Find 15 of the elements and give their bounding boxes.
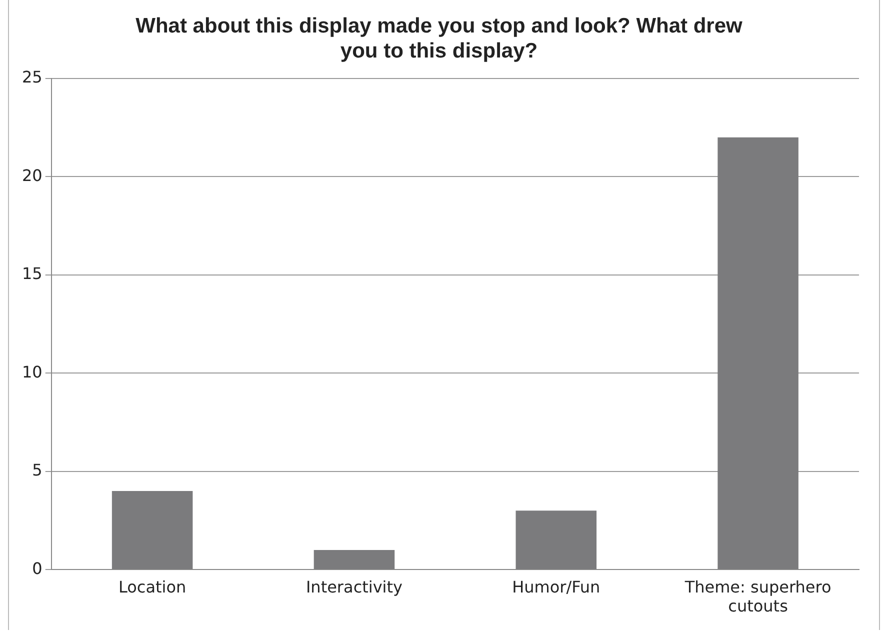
y-tick-label: 5 [32,460,42,480]
y-tick-label: 15 [22,264,42,284]
y-tick-label: 20 [22,166,42,185]
y-tick-label: 25 [22,68,42,87]
bar [516,510,597,570]
bar [314,550,395,570]
x-tick-label: Theme: superhero cutouts [684,577,832,616]
x-tick-label: Interactivity [306,577,402,596]
x-tick-label: Location [118,577,186,596]
chart-title: What about this display made you stop and look? What drew you to this display? [136,14,744,63]
y-tick-label: 10 [22,362,42,382]
y-tick-label: 0 [32,558,42,578]
bar [112,491,193,570]
x-tick-label: Humor/Fun [512,577,600,596]
bar [718,137,798,570]
